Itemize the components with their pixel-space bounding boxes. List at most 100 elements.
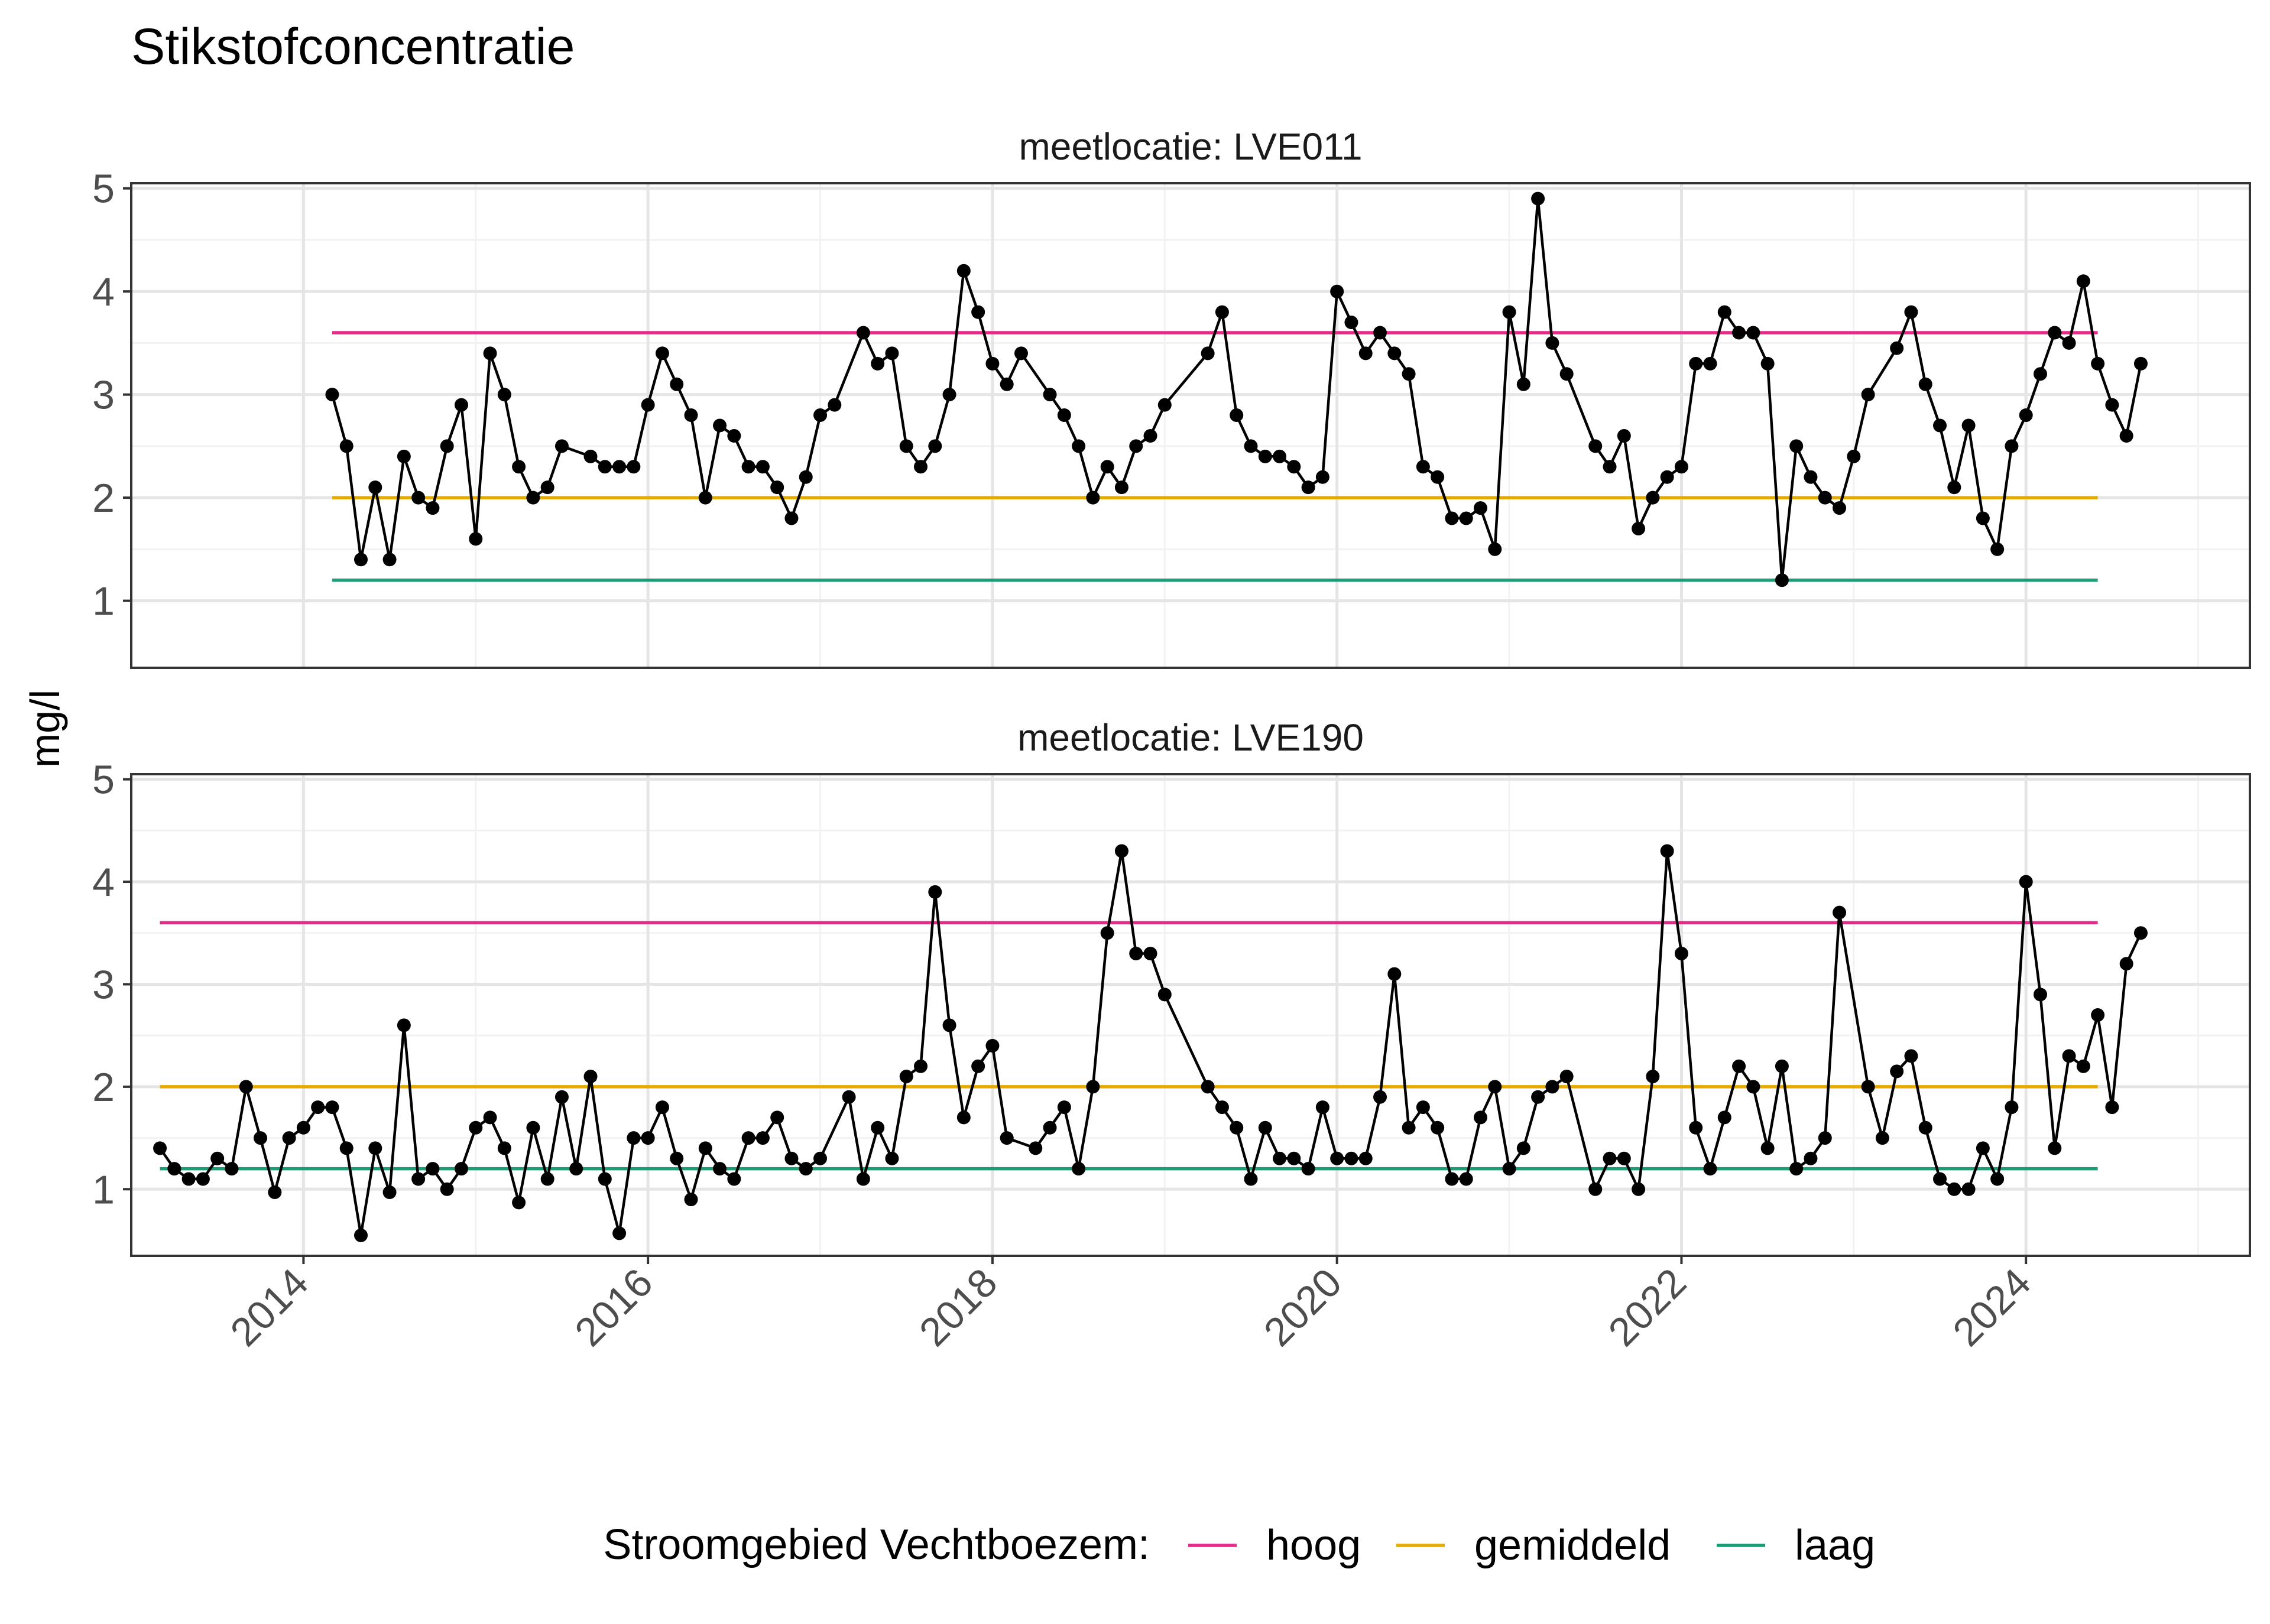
panel-label: meetlocatie: LVE011	[1019, 125, 1362, 168]
data-point	[1603, 1151, 1617, 1165]
data-point	[755, 460, 770, 474]
data-point	[1660, 844, 1674, 858]
data-point	[1315, 1100, 1329, 1115]
data-point	[1445, 511, 1459, 525]
data-point	[1918, 1120, 1932, 1135]
data-point	[1387, 346, 1402, 360]
data-point	[684, 408, 698, 423]
data-point	[1818, 1131, 1832, 1145]
data-point	[1201, 346, 1215, 360]
legend-label-hoog: hoog	[1266, 1522, 1361, 1569]
data-point	[2019, 875, 2033, 889]
data-point	[325, 388, 339, 402]
y-tick-label: 3	[92, 962, 115, 1007]
data-point	[1516, 377, 1530, 391]
data-point	[598, 1172, 612, 1186]
data-point	[397, 449, 411, 463]
data-point	[2119, 957, 2133, 971]
data-point	[1847, 449, 1861, 463]
data-point	[196, 1172, 210, 1186]
data-point	[512, 460, 526, 474]
data-point	[1114, 844, 1128, 858]
data-point	[770, 480, 784, 495]
data-point	[641, 398, 655, 412]
data-point	[354, 553, 368, 567]
data-point	[339, 1141, 354, 1155]
data-point	[828, 398, 842, 412]
data-point	[1976, 511, 1990, 525]
data-point	[1416, 1100, 1430, 1115]
data-point	[1358, 1151, 1373, 1165]
data-point	[1961, 418, 1976, 433]
data-point	[1230, 408, 1244, 423]
data-point	[1502, 305, 1516, 319]
data-point	[296, 1120, 310, 1135]
data-point	[1043, 1120, 1057, 1135]
data-point	[1559, 367, 1574, 381]
data-point	[985, 356, 1000, 371]
data-point	[1531, 1090, 1545, 1104]
data-point	[1588, 439, 1603, 453]
data-point	[956, 1110, 971, 1125]
data-point	[2048, 326, 2062, 340]
data-point	[698, 491, 712, 505]
data-point	[914, 460, 928, 474]
data-point	[1416, 460, 1430, 474]
data-point	[2091, 356, 2105, 371]
data-point	[1732, 1059, 1746, 1073]
data-point	[784, 511, 799, 525]
panel-1: meetlocatie: LVE011 1 2 3 4 5	[92, 125, 2251, 669]
data-point	[1157, 398, 1172, 412]
data-point	[411, 491, 426, 505]
data-point	[899, 1070, 913, 1084]
data-point	[627, 1131, 641, 1145]
data-point	[1689, 1120, 1703, 1135]
data-point	[469, 532, 483, 546]
data-point	[727, 1172, 741, 1186]
data-point	[741, 1131, 755, 1145]
y-axis-label: mg/l	[22, 690, 68, 768]
data-point	[1632, 521, 1646, 535]
data-point	[1717, 1110, 1731, 1125]
data-point	[1129, 439, 1143, 453]
x-tick-label: 2016	[566, 1260, 661, 1355]
data-point	[1818, 491, 1832, 505]
data-point	[554, 1090, 569, 1104]
data-point	[483, 346, 497, 360]
data-point	[1114, 480, 1128, 495]
data-point	[1445, 1172, 1459, 1186]
data-point	[612, 1226, 627, 1240]
y-tick-label: 1	[92, 1167, 115, 1212]
data-point	[1459, 511, 1473, 525]
data-point	[1100, 926, 1114, 940]
panel-background	[131, 774, 2250, 1256]
data-point	[2062, 1049, 2076, 1063]
data-point	[1459, 1172, 1473, 1186]
data-point	[1789, 439, 1804, 453]
data-point	[153, 1141, 167, 1155]
y-tick-label: 2	[92, 476, 115, 521]
data-point	[655, 1100, 669, 1115]
data-point	[799, 470, 813, 484]
data-point	[2091, 1008, 2105, 1022]
data-point	[1717, 305, 1731, 319]
data-point	[526, 491, 540, 505]
data-point	[1301, 480, 1315, 495]
data-point	[1287, 1151, 1301, 1165]
data-point	[1890, 1064, 1904, 1079]
data-point	[1760, 356, 1775, 371]
data-point	[2005, 1100, 2019, 1115]
data-point	[928, 885, 942, 899]
data-point	[1129, 946, 1143, 960]
data-point	[339, 439, 354, 453]
data-point	[1990, 1172, 2005, 1186]
x-tick-label: 2014	[222, 1260, 317, 1355]
legend-label-laag: laag	[1795, 1522, 1875, 1569]
data-point	[397, 1018, 411, 1032]
data-point	[899, 439, 913, 453]
data-point	[627, 460, 641, 474]
data-point	[540, 480, 554, 495]
data-point	[784, 1151, 799, 1165]
data-point	[856, 1172, 870, 1186]
